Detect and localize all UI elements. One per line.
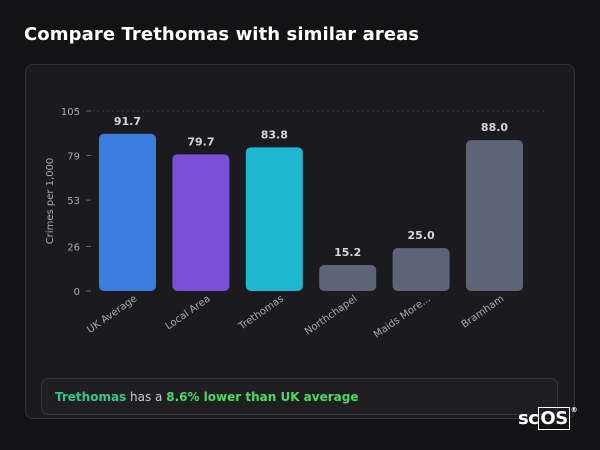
brand-logo: sc OS ®	[518, 406, 578, 430]
y-tick-label: 26	[67, 242, 80, 253]
bar-value-label: 79.7	[187, 135, 214, 148]
page-title: Compare Trethomas with similar areas	[24, 24, 420, 45]
y-axis-label: Crimes per 1,000	[45, 158, 56, 245]
bar-5[interactable]	[466, 140, 523, 291]
x-tick-label: Local Area	[164, 293, 213, 332]
summary-highlight: 8.6% lower than UK average	[166, 390, 359, 404]
bar-4[interactable]	[392, 248, 450, 291]
y-tick-label: 53	[67, 196, 80, 207]
x-tick-label: Trethomas	[236, 293, 286, 332]
y-tick-label: 105	[61, 107, 80, 118]
bar-0[interactable]	[99, 133, 156, 291]
bar-value-label: 88.0	[481, 121, 508, 134]
x-tick-label: Bramham	[460, 293, 506, 330]
summary-text: has a	[126, 390, 167, 404]
x-tick-label: Northchapel	[303, 293, 359, 337]
bar-value-label: 15.2	[334, 246, 361, 259]
y-tick-label: 79	[67, 152, 80, 163]
bar-value-label: 25.0	[408, 229, 435, 242]
bar-3[interactable]	[319, 264, 377, 291]
summary-area-name: Trethomas	[55, 390, 127, 404]
comparison-summary: Trethomas has a 8.6% lower than UK avera…	[41, 378, 558, 415]
x-tick-label: UK Average	[85, 293, 139, 335]
y-tick-label: 0	[74, 287, 80, 298]
bar-1[interactable]	[172, 154, 230, 291]
bar-2[interactable]	[245, 147, 303, 291]
x-tick-label: Maids More...	[372, 293, 433, 340]
bar-value-label: 91.7	[114, 115, 141, 128]
bar-value-label: 83.8	[261, 128, 288, 141]
